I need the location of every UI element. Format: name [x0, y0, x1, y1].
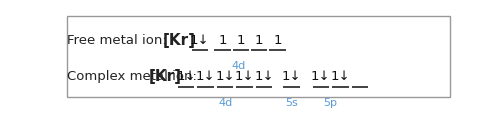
- Text: 1↓: 1↓: [190, 33, 210, 46]
- Text: 1: 1: [236, 33, 245, 46]
- Text: 1↓: 1↓: [255, 70, 274, 83]
- Text: 1↓: 1↓: [282, 70, 301, 83]
- Text: 5p: 5p: [324, 97, 338, 107]
- Text: 1↓: 1↓: [215, 70, 235, 83]
- Text: 1↓: 1↓: [176, 70, 196, 83]
- Text: Free metal ion:: Free metal ion:: [67, 33, 167, 46]
- Text: 1↓: 1↓: [311, 70, 331, 83]
- Text: 1↓: 1↓: [196, 70, 215, 83]
- Text: 1↓: 1↓: [331, 70, 350, 83]
- Text: 1↓: 1↓: [235, 70, 255, 83]
- Text: 4d: 4d: [218, 97, 232, 107]
- FancyBboxPatch shape: [67, 17, 450, 97]
- Text: 5s: 5s: [285, 97, 298, 107]
- Text: 1: 1: [218, 33, 227, 46]
- Text: 4d: 4d: [232, 61, 246, 71]
- Text: 1: 1: [273, 33, 282, 46]
- Text: 1: 1: [255, 33, 263, 46]
- Text: [Kr]: [Kr]: [149, 69, 182, 84]
- Text: Complex metal ion:: Complex metal ion:: [67, 70, 197, 83]
- Text: [Kr]: [Kr]: [163, 32, 196, 47]
